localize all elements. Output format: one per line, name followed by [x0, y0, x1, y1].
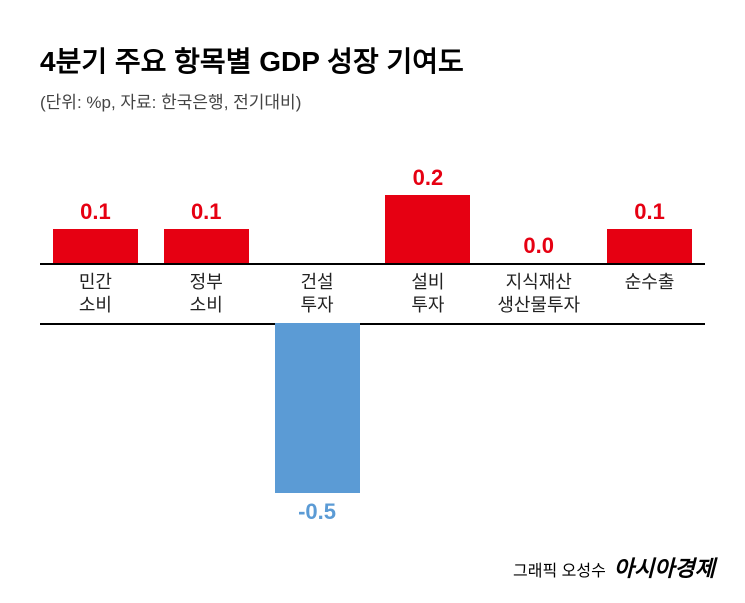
bar-group: 0.1 민간 소비	[45, 153, 145, 533]
bar	[607, 229, 692, 263]
bar-value-label: 0.0	[489, 233, 589, 259]
bar-value-label: -0.5	[267, 499, 367, 525]
bar-category-label: 순수출	[600, 271, 700, 294]
bar	[275, 323, 360, 493]
chart-area: 0.1 민간 소비 0.1 정부 소비 -0.5 건설 투자 0.2 설비 투자 0.0 지식재산…	[40, 153, 705, 533]
bar-group: -0.5 건설 투자	[267, 153, 367, 533]
credit-brand: 아시아경제	[614, 551, 715, 583]
bar-category-label: 설비 투자	[378, 271, 478, 318]
bar-category-label: 지식재산 생산물투자	[489, 271, 589, 318]
chart-title: 4분기 주요 항목별 GDP 성장 기여도	[40, 40, 705, 80]
bars-row: 0.1 민간 소비 0.1 정부 소비 -0.5 건설 투자 0.2 설비 투자 0.0 지식재산…	[40, 153, 705, 533]
bar-category-label: 건설 투자	[267, 271, 367, 318]
bar-value-label: 0.1	[156, 199, 256, 225]
bar	[164, 229, 249, 263]
chart-container: 4분기 주요 항목별 GDP 성장 기여도 (단위: %p, 자료: 한국은행,…	[0, 0, 745, 553]
bar	[53, 229, 138, 263]
credit-author: 그래픽 오성수	[513, 557, 606, 581]
bar-value-label: 0.2	[378, 165, 478, 191]
chart-subtitle: (단위: %p, 자료: 한국은행, 전기대비)	[40, 88, 705, 113]
credit: 그래픽 오성수 아시아경제	[513, 551, 715, 583]
bar-value-label: 0.1	[45, 199, 145, 225]
bar	[385, 195, 470, 263]
bar-group: 0.2 설비 투자	[378, 153, 478, 533]
bar-group: 0.1 순수출	[600, 153, 700, 533]
bar-category-label: 정부 소비	[156, 271, 256, 318]
bar-value-label: 0.1	[600, 199, 700, 225]
bar-category-label: 민간 소비	[45, 271, 145, 318]
bar-group: 0.0 지식재산 생산물투자	[489, 153, 589, 533]
bar-group: 0.1 정부 소비	[156, 153, 256, 533]
